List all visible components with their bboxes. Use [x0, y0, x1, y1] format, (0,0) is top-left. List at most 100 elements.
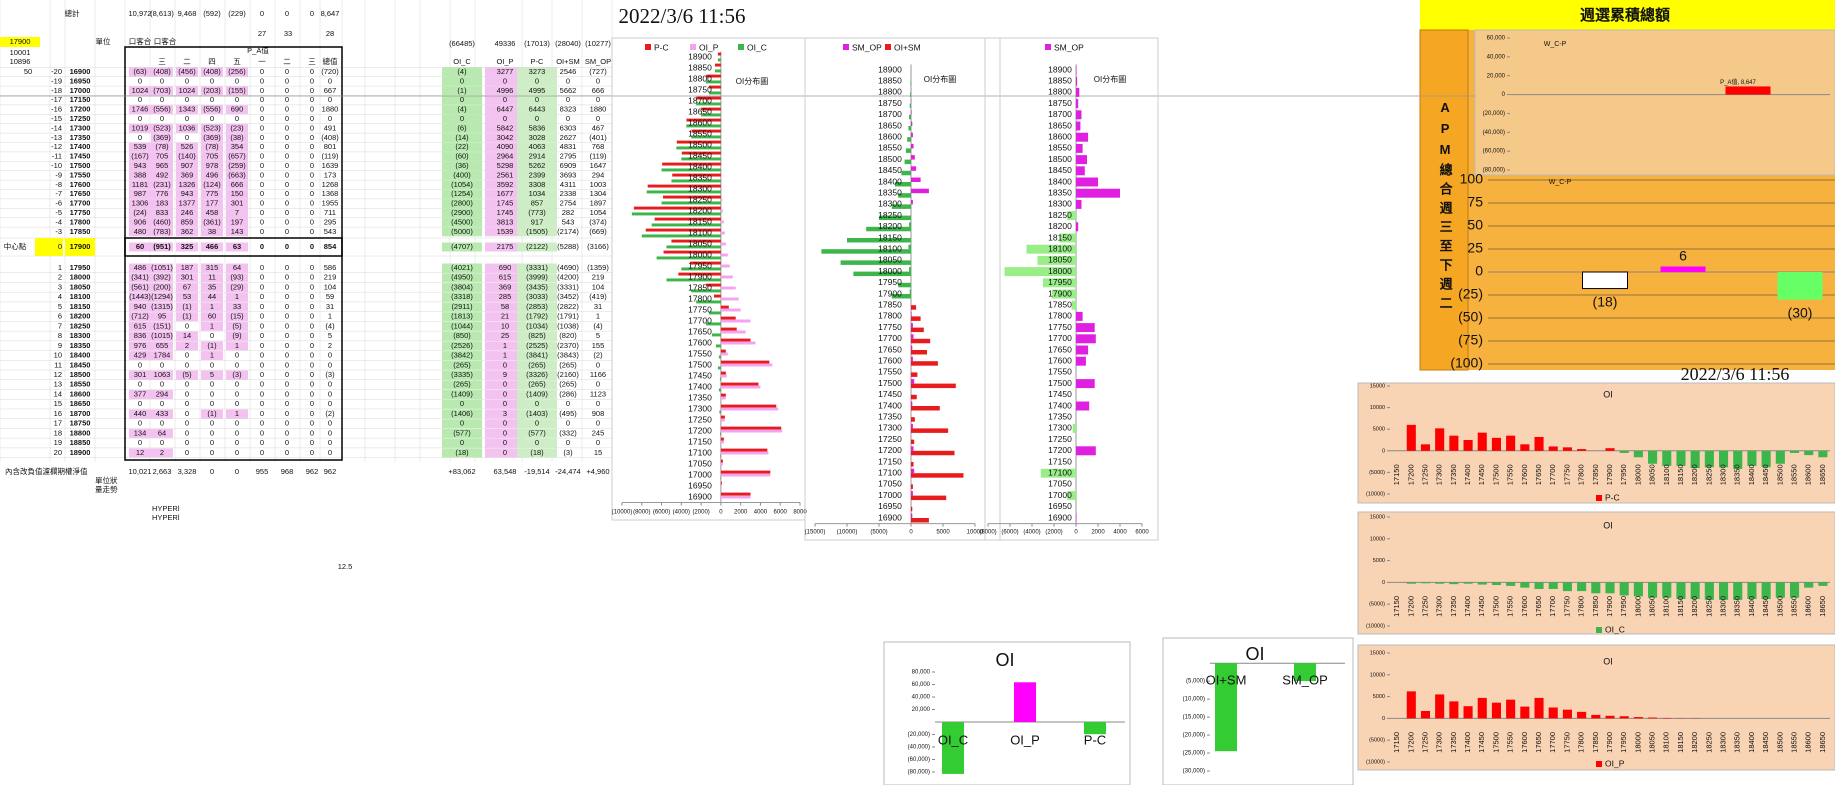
bar	[720, 264, 730, 268]
mid-cell-value: 2338	[560, 189, 577, 198]
bar	[911, 394, 917, 400]
mid-cell-value: 4996	[497, 86, 514, 95]
mid-cell-value: (6)	[457, 123, 467, 132]
bar	[1662, 450, 1672, 466]
bar	[840, 260, 911, 265]
cell-value: 0	[260, 242, 264, 251]
legend-swatch	[1596, 495, 1602, 501]
y-tick-label: 80,000	[912, 670, 931, 676]
cell-fill	[176, 105, 198, 115]
legend-swatch	[1596, 627, 1602, 633]
strike-label: 16950	[1048, 501, 1072, 511]
cell-value: 0	[328, 448, 332, 457]
y-tick-label: (10,000)	[1183, 697, 1205, 703]
mid-cell-value: (577)	[453, 428, 471, 437]
cell-fill	[517, 227, 557, 237]
cell-fill	[517, 161, 557, 171]
row-index: 13	[54, 380, 62, 389]
cell-fill	[485, 351, 525, 361]
strike-label: 18400	[1747, 732, 1756, 753]
strike: 18650	[70, 399, 91, 408]
cell-value: 943	[134, 161, 147, 170]
mid-cell-value: 2175	[497, 242, 514, 251]
strike-label: 17850	[1048, 299, 1072, 309]
cell-fill	[485, 67, 525, 77]
cell-fill	[129, 292, 151, 302]
cell-fill	[442, 242, 482, 252]
footer-value: 962	[306, 467, 319, 476]
cell-fill	[151, 351, 173, 361]
mid-cell-value: 0	[460, 95, 464, 104]
bar	[676, 146, 721, 150]
bar	[709, 311, 721, 315]
bar	[911, 468, 915, 474]
strike: 17550	[70, 170, 91, 179]
cell-value: (712)	[131, 312, 149, 321]
bar	[656, 256, 721, 260]
row-index: -10	[51, 161, 62, 170]
bar	[720, 415, 725, 419]
cell-fill	[517, 95, 557, 105]
mid-cell-value: 5	[596, 331, 600, 340]
strike-label: 18650	[1818, 464, 1827, 485]
strike-label: 17100	[688, 447, 712, 457]
y-tick-label: 0	[1382, 448, 1385, 454]
strike-label: 17700	[878, 333, 902, 343]
mid-cell-value: 25	[501, 331, 509, 340]
row-index: 9	[58, 341, 62, 350]
cell-fill	[485, 312, 525, 322]
mid-cell-value: 3813	[497, 217, 514, 226]
y-tick-label: (20,000)	[1183, 733, 1205, 739]
cell-fill	[517, 302, 557, 312]
total-label: 總計	[65, 8, 80, 18]
cell-value: 0	[185, 409, 189, 418]
y-tick-label: (5000)	[1369, 470, 1385, 476]
cell-value: (231)	[153, 180, 171, 189]
strike: 17300	[70, 123, 91, 132]
cell-value: 0	[235, 351, 239, 360]
cell-fill	[442, 67, 482, 77]
strike-label: 17950	[1048, 277, 1072, 287]
bar	[713, 294, 721, 298]
mid-cell-value: 1880	[590, 105, 607, 114]
row-index: -5	[55, 208, 62, 217]
row-index: -17	[51, 95, 62, 104]
summary-side-label: APM總合週三至下週二	[1438, 100, 1453, 315]
cell-value: 246	[181, 208, 194, 217]
cell-fill	[485, 227, 525, 237]
strike-label: 18500	[878, 154, 902, 164]
strike-label: 18700	[878, 109, 902, 119]
strike-label: 17800	[1048, 311, 1072, 321]
cell-value: 0	[260, 399, 264, 408]
strike: 18400	[70, 351, 91, 360]
cell-value: 0	[310, 428, 314, 437]
bar	[1818, 450, 1828, 458]
bar	[911, 450, 955, 456]
cell-value: 0	[285, 419, 289, 428]
strike-label: 17250	[1420, 596, 1429, 617]
cell-value: 1024	[179, 86, 196, 95]
y-tick-label: 40,000	[1487, 54, 1506, 60]
cell-value: 0	[310, 217, 314, 226]
cell-fill	[442, 370, 482, 380]
y-tick-label: 15000	[1370, 383, 1385, 389]
cell-fill	[129, 152, 151, 162]
mid-cell-value: 6303	[560, 123, 577, 132]
cell-value: 183	[156, 199, 169, 208]
cell-value: 0	[285, 142, 289, 151]
strike-label: 17350	[1048, 411, 1072, 421]
cell-fill	[176, 341, 198, 351]
row-index: 19	[54, 438, 62, 447]
cell-fill	[129, 67, 151, 77]
strike-label: 18650	[688, 106, 712, 116]
cell-fill	[129, 331, 151, 341]
bar	[911, 121, 913, 126]
bar	[911, 462, 914, 467]
strike-label: 17200	[878, 445, 902, 455]
bar	[1037, 255, 1076, 265]
bar	[681, 157, 721, 161]
footer-value: 10,021	[129, 467, 152, 476]
cell-value: 64	[158, 428, 166, 437]
bar	[895, 182, 911, 187]
mid-cell-value: 8323	[560, 105, 577, 114]
